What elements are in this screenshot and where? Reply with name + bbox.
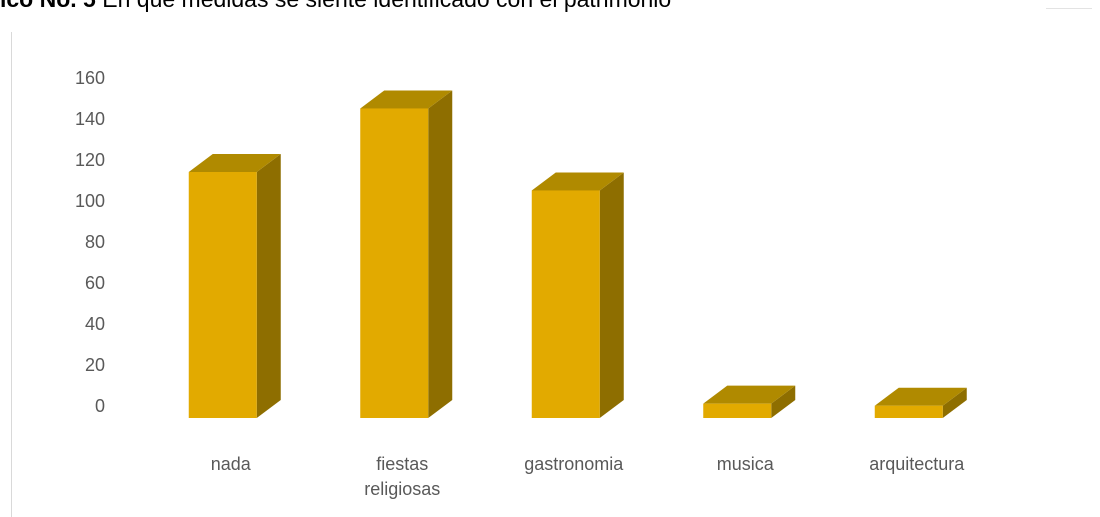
bar (531, 190, 600, 418)
bar-side-face (942, 387, 967, 418)
bar-top-face (360, 90, 453, 109)
y-tick-label: 0 (95, 396, 105, 416)
x-category-label: gastronomia (524, 454, 624, 474)
y-tick-label: 100 (75, 191, 105, 211)
bar-side-face (771, 385, 796, 418)
y-tick-label: 140 (75, 109, 105, 129)
bar (188, 172, 257, 418)
y-tick-label: 80 (85, 232, 105, 252)
y-tick-label: 120 (75, 150, 105, 170)
x-category-label: musica (717, 454, 775, 474)
bar-side-face (256, 154, 281, 418)
chart-title-prefix: ico No. 5 (0, 0, 96, 12)
y-tick-label: 60 (85, 273, 105, 293)
x-category-label-line: gastronomia (524, 454, 624, 474)
bar-side-face (599, 172, 624, 418)
x-category-label-line: arquitectura (869, 454, 965, 474)
x-category-label-line: musica (717, 454, 775, 474)
y-tick-label: 40 (85, 314, 105, 334)
chart-title: ico No. 5 En qué medidas se siente ident… (0, 0, 671, 16)
y-tick-label: 20 (85, 355, 105, 375)
bar (874, 405, 943, 418)
chart-title-text: En qué medidas se siente identificado co… (96, 0, 671, 12)
x-category-label-line: religiosas (364, 479, 440, 499)
bar-top-face (188, 154, 281, 172)
bar (360, 108, 429, 418)
bar-side-face (428, 90, 453, 418)
x-category-label-line: nada (211, 454, 252, 474)
page-corner-line (1046, 8, 1092, 9)
bar-top-face (874, 387, 967, 406)
x-category-label: nada (211, 454, 252, 474)
bar (703, 403, 772, 418)
bar-top-face (703, 385, 796, 404)
x-category-label-line: fiestas (376, 454, 428, 474)
y-tick-label: 160 (75, 68, 105, 88)
x-category-label: arquitectura (869, 454, 965, 474)
chart-frame-border (11, 32, 12, 517)
x-category-label: fiestas religiosas (364, 454, 440, 499)
bar-top-face (531, 172, 624, 191)
